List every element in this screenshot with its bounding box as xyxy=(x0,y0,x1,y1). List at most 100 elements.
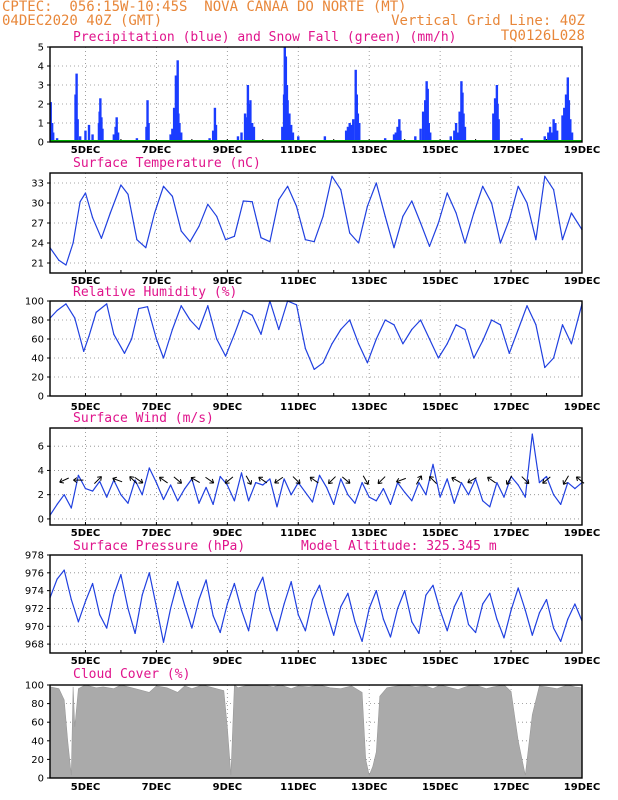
rh-point xyxy=(162,357,165,359)
temp-point xyxy=(162,185,165,187)
precip-bar xyxy=(348,123,351,142)
rh-point xyxy=(544,366,546,369)
temp-point xyxy=(464,242,466,244)
temp-point xyxy=(473,212,475,214)
panel-title: Surface Pressure (hPa) xyxy=(73,539,245,554)
x-tick-label: 13DEC xyxy=(351,402,387,413)
wind-point xyxy=(240,472,243,474)
rh-point xyxy=(402,343,404,345)
rh-point xyxy=(331,343,333,345)
wind-arrow xyxy=(190,476,200,484)
temp-point xyxy=(517,185,519,187)
x-tick-label: 19DEC xyxy=(564,402,600,413)
pressure-point xyxy=(106,627,108,629)
temp-point xyxy=(171,195,173,197)
precip-bar xyxy=(214,124,218,142)
model-altitude-note: Model Altitude: 325.345 m xyxy=(301,539,497,554)
wind-point xyxy=(326,486,328,489)
precip-bar xyxy=(297,136,300,142)
pressure-point xyxy=(77,621,79,623)
x-tick-label: 5DEC xyxy=(71,145,100,156)
rh-point xyxy=(74,317,76,319)
wind-point xyxy=(177,500,179,502)
precip-bar xyxy=(561,115,564,142)
y-tick-label: 6 xyxy=(38,442,44,453)
rh-point xyxy=(553,357,555,359)
pressure-point xyxy=(560,640,562,643)
rh-point xyxy=(455,324,457,326)
wind-point xyxy=(496,481,498,484)
y-tick-label: 80 xyxy=(31,316,44,327)
pressure-point xyxy=(297,614,299,616)
precip-bar xyxy=(454,123,458,142)
wind-arrow xyxy=(428,476,437,484)
temp-point xyxy=(65,264,67,266)
precip-bar xyxy=(76,119,79,142)
temp-point xyxy=(526,202,528,204)
x-tick-label: 19DEC xyxy=(564,276,600,287)
wind-point xyxy=(155,481,157,484)
pressure-point xyxy=(524,609,526,611)
x-tick-label: 17DEC xyxy=(493,528,529,539)
temp-point xyxy=(349,232,351,234)
wind-point xyxy=(248,500,250,502)
panel-cloud: 0 20 40 60 80 100 5DEC 7DEC 9DEC 11DEC 13DEC 15DEC 1… xyxy=(25,667,600,793)
rh-point xyxy=(490,319,493,321)
y-tick-label: 80 xyxy=(31,699,44,710)
precip-bar xyxy=(564,94,568,142)
temp-point xyxy=(455,212,457,214)
wind-arrow xyxy=(377,476,386,485)
precip-bar xyxy=(555,130,559,142)
cloud-cover-area xyxy=(49,684,583,779)
rh-point xyxy=(242,309,244,312)
pressure-point xyxy=(148,572,150,574)
precip-bar xyxy=(87,124,91,142)
x-tick-label: 19DEC xyxy=(564,528,600,539)
wind-arrow xyxy=(245,475,253,485)
rh-point xyxy=(233,333,236,335)
rh-point xyxy=(375,338,377,340)
wind-point xyxy=(99,480,101,482)
temp-point xyxy=(216,215,218,217)
temp-point xyxy=(224,239,227,241)
pressure-point xyxy=(184,605,186,607)
wind-arrow xyxy=(575,476,585,484)
wind-point xyxy=(389,503,392,505)
temp-point xyxy=(207,203,209,205)
rh-point xyxy=(384,319,386,321)
wind-point xyxy=(524,496,526,498)
wind-point xyxy=(304,491,306,493)
x-tick-label: 9DEC xyxy=(213,528,242,539)
rh-point xyxy=(88,335,90,337)
rh-point xyxy=(130,338,133,340)
precip-bar xyxy=(569,119,572,142)
pressure-point xyxy=(56,578,58,580)
x-tick-label: 9DEC xyxy=(213,145,242,156)
y-tick-label: 20 xyxy=(31,373,44,384)
x-tick-label: 7DEC xyxy=(142,782,171,793)
wind-point xyxy=(361,481,363,484)
precip-bar xyxy=(547,132,550,142)
temp-point xyxy=(233,235,236,237)
y-tick-label: 33 xyxy=(31,179,44,190)
temp-point xyxy=(198,225,200,227)
precip-bar xyxy=(180,132,183,142)
rh-point xyxy=(180,305,182,307)
temp-point xyxy=(109,212,111,214)
rh-point xyxy=(499,324,502,326)
precip-bar xyxy=(463,126,467,142)
temp-point xyxy=(384,215,386,217)
wind-point xyxy=(404,491,406,493)
wind-arrow xyxy=(395,477,406,484)
wind-point xyxy=(141,494,143,496)
panel-title: Cloud Cover (%) xyxy=(73,667,190,682)
plot-frame xyxy=(49,46,583,143)
precip-bar xyxy=(91,134,94,142)
panel-temp: 21 24 27 30 33 5DEC 7DEC 9DEC 11DEC 13DEC 15DEC 17D… xyxy=(31,156,600,287)
rh-point xyxy=(446,343,448,345)
pressure-point xyxy=(361,640,363,643)
temp-point xyxy=(136,239,138,241)
pressure-point xyxy=(460,591,463,594)
wind-point xyxy=(347,494,349,496)
rh-point xyxy=(278,328,280,331)
